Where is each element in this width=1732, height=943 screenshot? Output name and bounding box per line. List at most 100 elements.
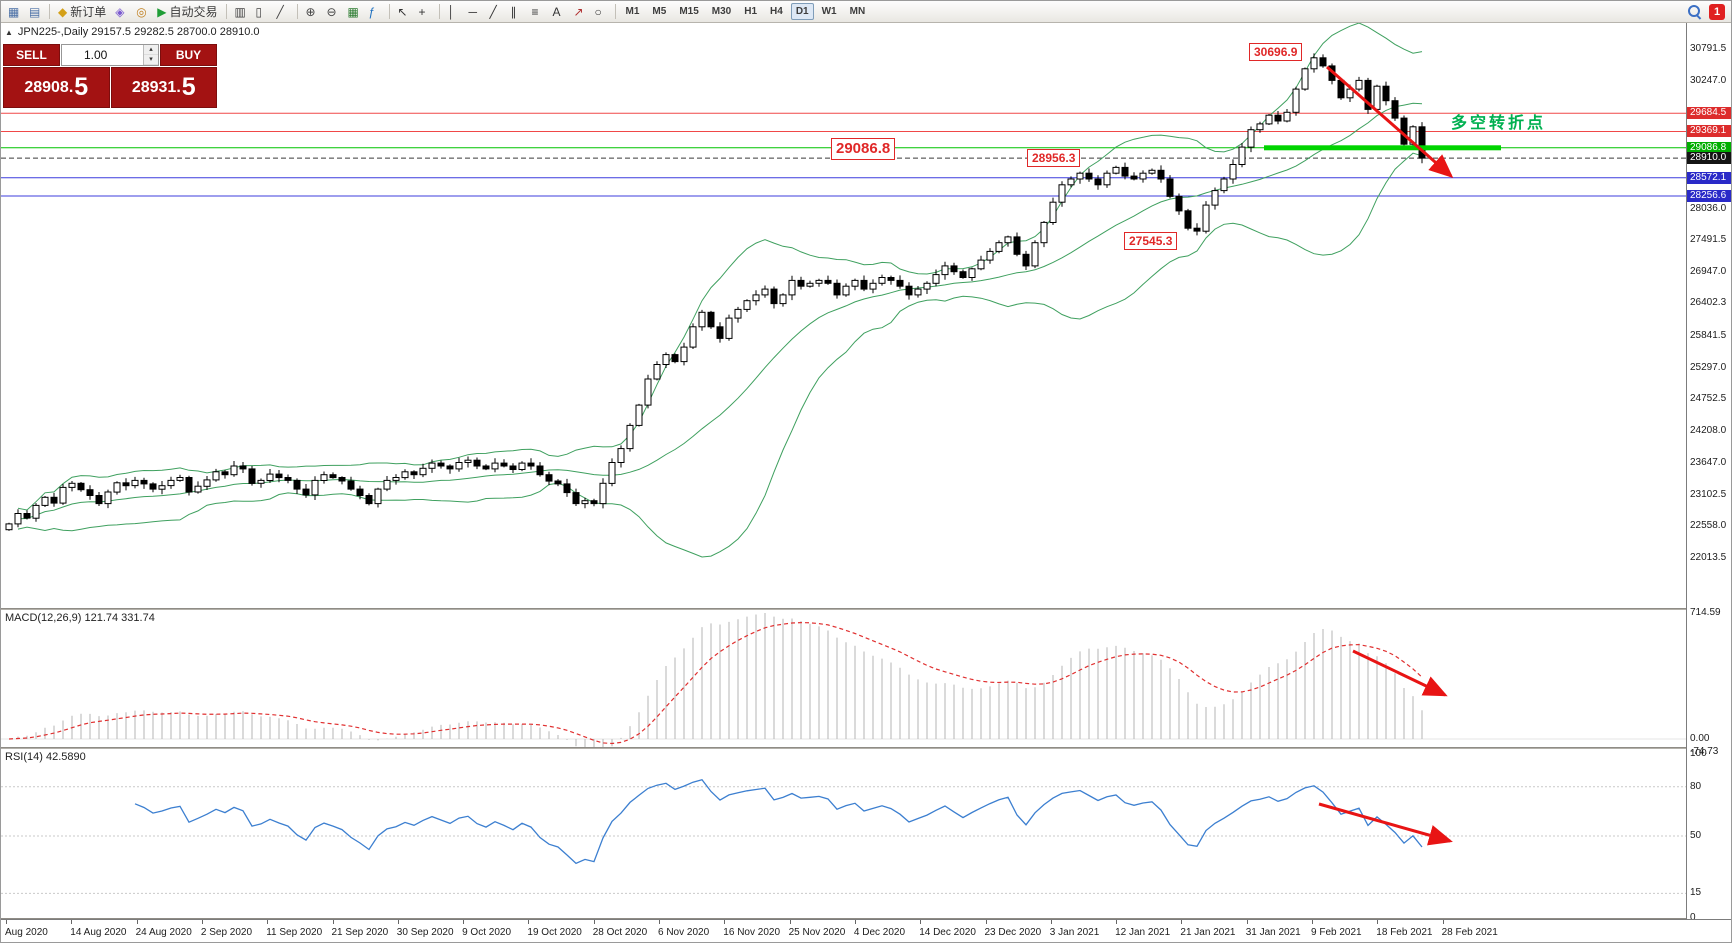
market-watch-icon: ▦ bbox=[8, 4, 20, 19]
toolbar-buttons: ▦ ▤ ◆ 新订单 ◈ ◎ ▶ 自动交易 ▥ ▯ ╱ ⊕ ⊖ ▦ ƒ ↖ + │ ─ ╱ ∥ ≡ A ↗ ○ M1 M5 M15 M30… bbox=[4, 2, 871, 21]
cursor-icon[interactable]: ↖ bbox=[394, 2, 414, 21]
date-axis-label: 9 Feb 2021 bbox=[1311, 927, 1362, 938]
turning-point-text[interactable]: 多空转折点 bbox=[1451, 115, 1547, 132]
date-axis-label: 21 Sep 2020 bbox=[331, 927, 389, 938]
text-label-icon[interactable]: A bbox=[549, 2, 569, 21]
date-tick bbox=[1116, 920, 1118, 924]
date-tick bbox=[593, 920, 595, 924]
timeframe-button-MN[interactable]: MN bbox=[849, 6, 866, 17]
sell-price[interactable]: 28908. 5 bbox=[3, 67, 110, 108]
date-tick bbox=[1050, 920, 1052, 924]
date-tick bbox=[659, 920, 660, 924]
channel-icon[interactable]: ∥ bbox=[507, 2, 527, 21]
channel-icon: ∥ bbox=[510, 4, 517, 19]
date-axis[interactable]: Aug 2020 14 Aug 2020 24 Aug 2020 2 Sep 2020… bbox=[1, 919, 1731, 942]
toolbar-separator bbox=[438, 4, 440, 19]
date-axis-label: 16 Nov 2020 bbox=[723, 927, 781, 938]
bar-chart-icon[interactable]: ▥ bbox=[231, 2, 251, 21]
sell-button[interactable]: SELL bbox=[3, 44, 60, 66]
zoom-out-icon[interactable]: ⊖ bbox=[323, 2, 343, 21]
price-level-badge: 29684.5 bbox=[1687, 107, 1731, 120]
vertical-line-icon: │ bbox=[447, 4, 456, 19]
bar-chart-icon: ▥ bbox=[234, 4, 246, 19]
rsi-indicator-panel[interactable] bbox=[1, 749, 1686, 918]
autotrading-button: ▶ bbox=[157, 4, 167, 19]
timeframe-button-H4[interactable]: H4 bbox=[770, 6, 783, 17]
alerts-icon[interactable]: ◎ bbox=[132, 2, 152, 21]
shapes-icon: ○ bbox=[594, 4, 602, 19]
date-axis-label: 6 Nov 2020 bbox=[658, 927, 710, 938]
rsi-axis-label: 80 bbox=[1690, 780, 1702, 792]
buy-button[interactable]: BUY bbox=[160, 44, 217, 66]
trendline-icon[interactable]: ╱ bbox=[486, 2, 506, 21]
macd-label: MACD(12,26,9) 121.74 331.74 bbox=[5, 612, 155, 624]
zoom-out-icon: ⊖ bbox=[326, 4, 337, 19]
data-window-icon[interactable]: ▤ bbox=[25, 2, 45, 21]
alerts-icon: ◎ bbox=[136, 4, 147, 19]
indicators-icon[interactable]: ƒ bbox=[365, 2, 385, 21]
horizontal-line-icon: ─ bbox=[468, 4, 478, 19]
new-order-button[interactable]: ◆ 新订单 bbox=[54, 2, 110, 21]
panel-separator bbox=[1, 918, 1731, 919]
panel-separator[interactable] bbox=[1, 747, 1731, 749]
date-axis-label: 31 Jan 2021 bbox=[1245, 927, 1301, 938]
cursor-icon: ↖ bbox=[397, 4, 408, 19]
price-axis[interactable]: 30791.5 30247.0 28036.0 27491.5 26947.0 26402… bbox=[1686, 23, 1731, 923]
shapes-icon[interactable]: ○ bbox=[591, 2, 611, 21]
date-axis-label: 28 Feb 2021 bbox=[1441, 927, 1498, 938]
price-level-badge: 29086.8 bbox=[1687, 141, 1731, 154]
price-annotation-tag[interactable]: 30696.9 bbox=[1249, 43, 1303, 61]
crosshair-icon[interactable]: + bbox=[415, 2, 435, 21]
main-price-chart[interactable] bbox=[1, 23, 1686, 608]
date-axis-label: 24 Aug 2020 bbox=[135, 927, 192, 938]
date-axis-label: 14 Dec 2020 bbox=[919, 927, 976, 938]
line-chart-icon[interactable]: ╱ bbox=[273, 2, 293, 21]
price-annotation-tag[interactable]: 27545.3 bbox=[1124, 232, 1178, 250]
timeframe-button-M5[interactable]: M5 bbox=[652, 6, 667, 17]
timeframe-button-M1[interactable]: M1 bbox=[625, 6, 640, 17]
timeframe-button-W1[interactable]: W1 bbox=[821, 6, 837, 17]
rsi-axis-label: 15 bbox=[1690, 887, 1702, 899]
market-watch-icon[interactable]: ▦ bbox=[4, 2, 24, 21]
date-tick bbox=[1442, 920, 1444, 924]
fibonacci-icon: ≡ bbox=[531, 4, 539, 19]
timeframe-button-M30[interactable]: M30 bbox=[711, 6, 732, 17]
timeframe-button-H1[interactable]: H1 bbox=[744, 6, 758, 17]
spinner-down-icon[interactable]: ▾ bbox=[144, 55, 158, 65]
metaeditor-icon[interactable]: ◈ bbox=[111, 2, 131, 21]
macd-axis-label: 0.00 bbox=[1690, 733, 1710, 744]
price-axis-label: 23102.5 bbox=[1690, 488, 1727, 500]
buy-price[interactable]: 28931. 5 bbox=[110, 67, 217, 108]
price-annotation-tag[interactable]: 29086.8 bbox=[831, 138, 896, 160]
volume-field[interactable]: 1.00 ▴ ▾ bbox=[61, 44, 159, 66]
date-axis-label: 12 Jan 2021 bbox=[1115, 927, 1171, 938]
date-axis-label: 9 Oct 2020 bbox=[462, 927, 512, 938]
fibonacci-icon[interactable]: ≡ bbox=[528, 2, 548, 21]
price-axis-label: 24208.0 bbox=[1690, 424, 1727, 436]
timeframe-button-M15[interactable]: M15 bbox=[679, 6, 699, 17]
tile-windows-icon[interactable]: ▦ bbox=[344, 2, 364, 21]
toolbar-right: 1 bbox=[1687, 3, 1730, 20]
search-icon[interactable] bbox=[1687, 4, 1702, 19]
spinner-up-icon[interactable]: ▴ bbox=[144, 45, 158, 55]
rsi-axis-label: 0 bbox=[1690, 912, 1696, 923]
timeframe-button-D1[interactable]: D1 bbox=[790, 3, 814, 20]
volume-spinner[interactable]: ▴ ▾ bbox=[143, 45, 158, 65]
date-axis-label: 4 Dec 2020 bbox=[853, 927, 906, 938]
price-annotation-tag[interactable]: 28956.3 bbox=[1027, 149, 1081, 167]
price-axis-label: 26947.0 bbox=[1690, 265, 1727, 277]
date-axis-label: Aug 2020 bbox=[5, 927, 48, 938]
arrows-icon[interactable]: ↗ bbox=[570, 2, 590, 21]
autotrading-button[interactable]: ▶ 自动交易 bbox=[153, 2, 221, 21]
zoom-in-icon[interactable]: ⊕ bbox=[302, 2, 322, 21]
candlestick-chart-icon[interactable]: ▯ bbox=[252, 2, 272, 21]
buy-price-main: 28931. bbox=[131, 78, 181, 96]
sell-price-main: 28908. bbox=[24, 78, 74, 96]
notification-badge[interactable]: 1 bbox=[1709, 3, 1725, 20]
macd-indicator-panel[interactable] bbox=[1, 610, 1686, 747]
horizontal-line-icon[interactable]: ─ bbox=[465, 2, 485, 21]
vertical-line-icon[interactable]: │ bbox=[444, 2, 464, 21]
toolbar-separator bbox=[614, 4, 616, 19]
oneclick-collapse-icon[interactable]: ▲ bbox=[5, 27, 13, 37]
panel-separator[interactable] bbox=[1, 608, 1731, 610]
